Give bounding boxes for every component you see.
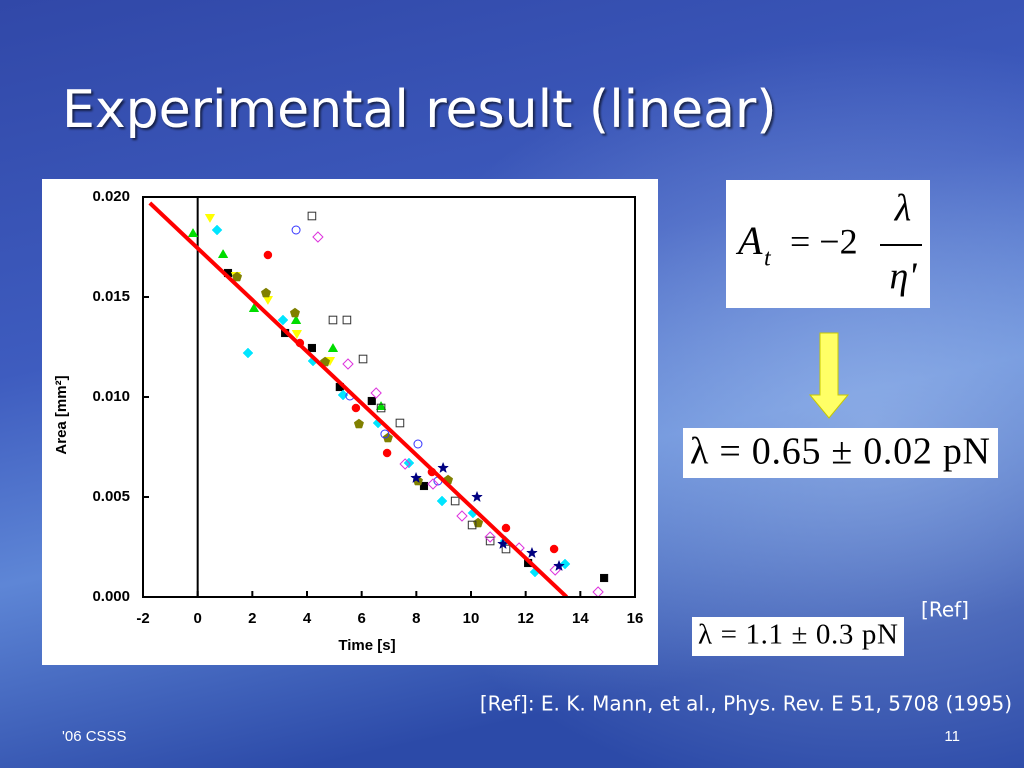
marker <box>242 347 254 359</box>
marker <box>553 559 565 572</box>
marker <box>419 481 429 491</box>
marker <box>312 231 324 243</box>
marker <box>549 544 559 554</box>
marker <box>501 523 511 533</box>
y-tick-label: 0.015 <box>92 288 130 305</box>
y-tick-label: 0.020 <box>92 188 130 205</box>
marker <box>217 248 229 258</box>
marker <box>410 471 422 484</box>
x-tick-label: 8 <box>412 610 420 627</box>
marker <box>484 531 496 543</box>
formula-den: η' <box>890 256 918 298</box>
x-tick-label: 0 <box>193 610 201 627</box>
marker <box>376 403 386 413</box>
y-tick-label: 0.000 <box>92 588 130 605</box>
marker <box>367 396 376 406</box>
ref-result-box <box>692 617 904 656</box>
marker <box>289 307 301 318</box>
footer-left: '06 CSSS <box>62 728 127 745</box>
result-formula: λ = 0.65 ± 0.02 pN <box>690 431 990 473</box>
x-tick-label: 14 <box>572 610 589 627</box>
marker <box>467 520 477 530</box>
marker <box>380 429 390 439</box>
marker <box>327 342 339 352</box>
marker <box>471 490 483 503</box>
marker <box>559 558 571 570</box>
y-axis-label: Area [mm²] <box>53 375 70 454</box>
marker <box>307 211 317 221</box>
arrow <box>808 332 850 419</box>
y-tick-label: 0.005 <box>92 488 130 505</box>
marker <box>204 214 216 223</box>
marker <box>382 448 392 458</box>
marker <box>353 418 364 429</box>
marker <box>248 303 260 312</box>
x-tick-label: 2 <box>248 610 256 627</box>
page-number: 11 <box>944 728 960 745</box>
marker <box>211 224 223 236</box>
plot-frame <box>142 196 636 598</box>
marker <box>370 387 382 399</box>
marker <box>501 544 511 554</box>
marker <box>260 287 272 298</box>
marker <box>277 314 289 326</box>
chart: -2 0 2 4 6 8 10 12 14 16 0.000 0.005 0.010 0.015 0.020 <box>92 188 643 627</box>
marker <box>399 458 411 470</box>
x-tick-label: 6 <box>357 610 365 627</box>
marker <box>382 432 393 443</box>
marker <box>342 358 354 370</box>
marker <box>485 536 495 546</box>
marker <box>307 343 316 353</box>
marker <box>395 418 405 428</box>
marker <box>427 478 439 490</box>
marker <box>375 401 387 410</box>
x-tick-label: 16 <box>627 610 644 627</box>
marker <box>437 461 450 474</box>
ref-tag: [Ref] <box>921 598 969 622</box>
marker <box>231 271 243 282</box>
x-tick-label: -2 <box>136 610 149 627</box>
marker <box>351 403 361 413</box>
y-tick-label: 0.010 <box>92 388 130 405</box>
x-tick-label: 12 <box>517 610 534 627</box>
marker <box>600 573 609 583</box>
reference: [Ref]: E. K. Mann, et al., Phys. Rev. E … <box>480 692 1012 716</box>
formula-lhs: A <box>735 218 763 263</box>
formula-sub: t <box>764 246 772 272</box>
result-box <box>683 428 998 478</box>
marker <box>263 250 273 260</box>
x-tick-label: 10 <box>463 610 480 627</box>
chart-panel <box>42 179 658 665</box>
marker <box>290 314 302 324</box>
marker <box>291 225 301 235</box>
fit-line <box>148 201 569 597</box>
marker <box>342 315 352 325</box>
marker <box>526 546 538 559</box>
marker <box>456 510 468 522</box>
x-axis-label: Time [s] <box>338 637 395 654</box>
formula-rhs: = −2 <box>790 221 858 261</box>
marker <box>328 315 338 325</box>
marker <box>291 330 303 340</box>
ref-formula: λ = 1.1 ± 0.3 pN <box>698 619 898 651</box>
marker <box>450 496 460 506</box>
slide-title: Experimental result (linear) <box>62 80 777 140</box>
formula-num: λ <box>894 188 911 230</box>
x-tick-label: 4 <box>303 610 312 627</box>
marker <box>358 354 368 364</box>
marker <box>413 439 423 449</box>
marker <box>436 495 448 507</box>
marker <box>187 227 199 237</box>
